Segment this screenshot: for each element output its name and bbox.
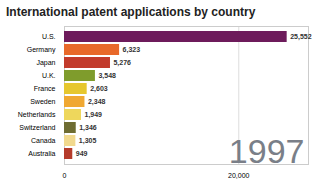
svg-text:Netherlands: Netherlands <box>18 111 56 118</box>
svg-text:2,348: 2,348 <box>88 98 106 106</box>
svg-text:France: France <box>34 85 56 92</box>
svg-text:Australia: Australia <box>28 150 55 157</box>
svg-text:Germany: Germany <box>27 46 56 54</box>
svg-text:25,552: 25,552 <box>290 33 312 41</box>
svg-text:Japan: Japan <box>36 59 55 67</box>
svg-text:U.S.: U.S. <box>42 33 56 40</box>
svg-text:3,548: 3,548 <box>98 72 116 80</box>
svg-text:Canada: Canada <box>31 137 56 144</box>
svg-text:Sweden: Sweden <box>30 98 55 105</box>
svg-text:6,323: 6,323 <box>123 46 141 54</box>
svg-text:1,305: 1,305 <box>79 137 97 145</box>
svg-text:949: 949 <box>76 150 88 157</box>
svg-text:1,949: 1,949 <box>84 111 102 119</box>
svg-text:1997: 1997 <box>229 132 305 170</box>
html-text:International patent applicati: International patent applications by cou… <box>6 5 256 19</box>
svg-text:1,346: 1,346 <box>79 124 97 132</box>
svg-text:20,000: 20,000 <box>228 172 250 179</box>
svg-text:U.K.: U.K. <box>42 72 56 79</box>
svg-text:0: 0 <box>63 172 67 179</box>
svg-text:2,603: 2,603 <box>90 85 108 93</box>
svg-text:Switzerland: Switzerland <box>19 124 55 131</box>
svg-text:5,276: 5,276 <box>113 59 131 67</box>
